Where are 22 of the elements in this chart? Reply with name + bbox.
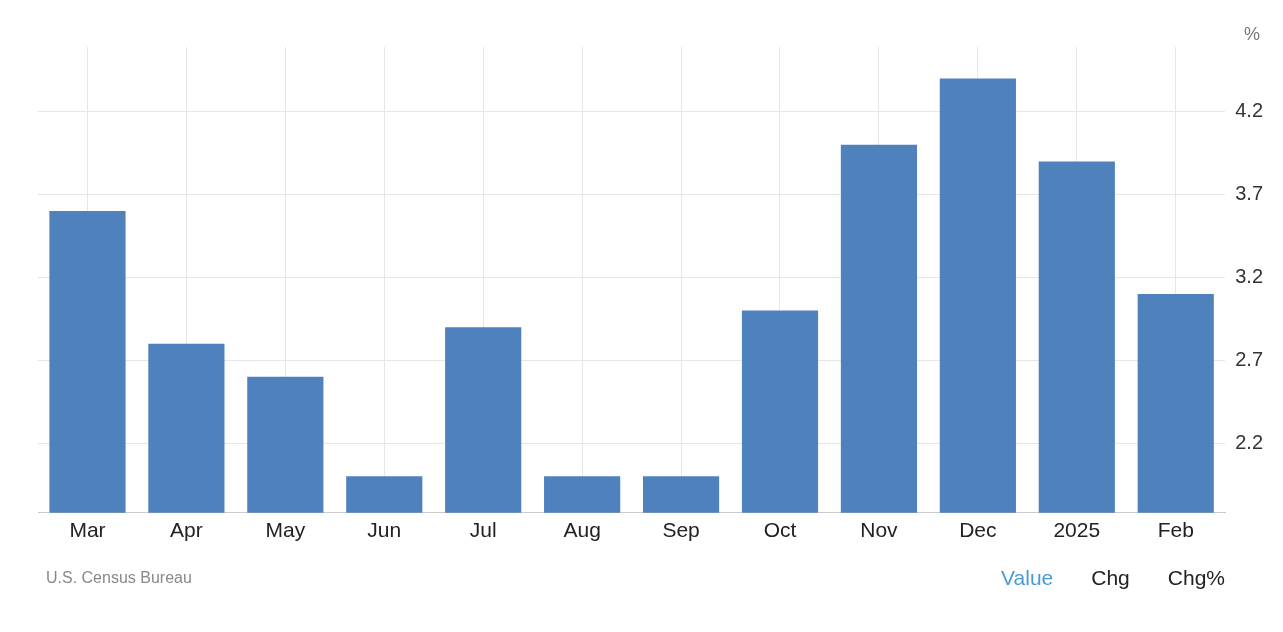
text: U.S. Census Bureau: [46, 569, 192, 587]
y-tick-label: 2.2: [1235, 430, 1264, 453]
y-tick-label: 2.7: [1235, 347, 1264, 370]
x-tick-label: Feb: [1157, 518, 1194, 542]
x-tick-label: Mar: [69, 518, 106, 542]
x-tick-label: Jul: [469, 518, 497, 542]
x-tick-label: 2025: [1053, 518, 1101, 542]
x-tick-label: Nov: [860, 518, 899, 542]
x-tick-label: Apr: [170, 518, 203, 542]
y-tick-label: 3.7: [1235, 182, 1264, 205]
text: Value: [1001, 566, 1054, 590]
x-tick-label: Jun: [367, 518, 402, 542]
y-tick-label: 4.2: [1235, 99, 1264, 122]
text: Chg: [1091, 566, 1130, 590]
x-tick-label: Sep: [662, 518, 700, 542]
x-tick-label: May: [265, 518, 306, 542]
y-tick-label: 3.2: [1235, 264, 1264, 287]
x-tick-label: Oct: [763, 518, 797, 542]
x-tick-label: Dec: [959, 518, 997, 542]
x-tick-label: Aug: [563, 518, 601, 542]
y-axis-title: %: [1244, 24, 1261, 45]
text: Chg%: [1167, 566, 1225, 590]
